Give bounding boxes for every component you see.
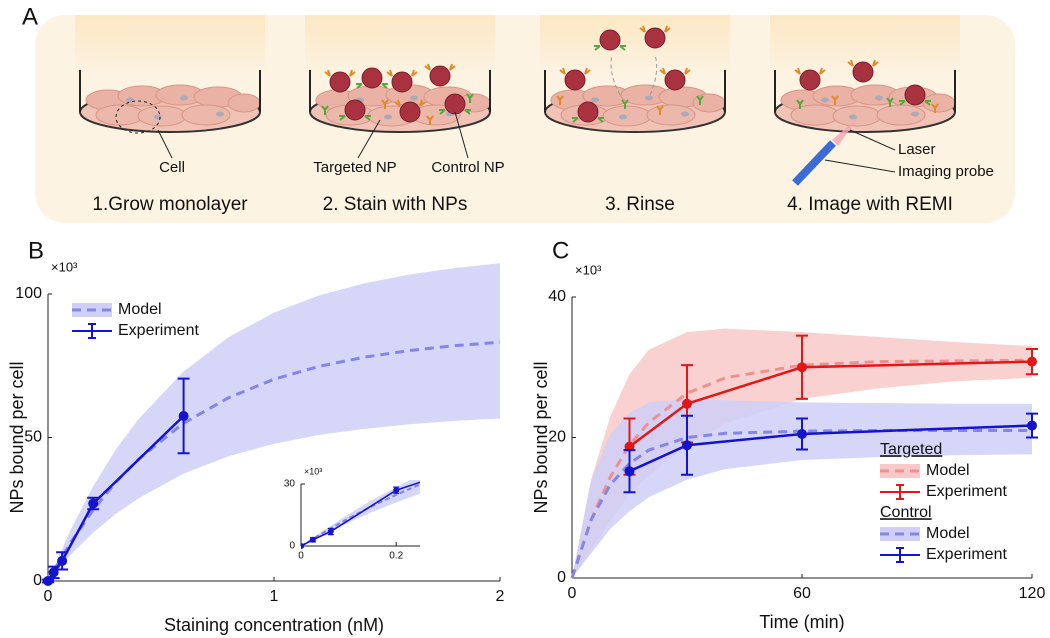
y-tick-label: 30 bbox=[284, 479, 296, 490]
legend-errorbar bbox=[72, 323, 112, 339]
data-point bbox=[624, 441, 635, 452]
y-tick-label: 50 bbox=[24, 429, 42, 446]
y-tick-label: 0 bbox=[289, 541, 295, 552]
annotation: Cell bbox=[159, 159, 185, 176]
legend-label: Model bbox=[926, 525, 970, 542]
data-point bbox=[178, 410, 189, 421]
data-point bbox=[327, 528, 334, 535]
leader bbox=[454, 111, 469, 159]
legend-group-title: Control bbox=[880, 504, 932, 521]
data-point bbox=[797, 428, 807, 439]
leader bbox=[357, 119, 381, 159]
y-tick-label: 0 bbox=[33, 572, 42, 589]
schematic: A Cell Targeted NP Control NP Laser Imag… bbox=[22, 3, 1015, 223]
leader bbox=[157, 129, 173, 159]
annotation: Laser bbox=[898, 141, 936, 158]
y-tick-label: 0 bbox=[557, 569, 566, 586]
model-line bbox=[570, 358, 1033, 579]
x-tick-label: 120 bbox=[1019, 585, 1046, 602]
data-point bbox=[88, 498, 99, 509]
x-tick-label: 2 bbox=[496, 588, 505, 605]
data-point bbox=[57, 555, 68, 566]
cell-outline bbox=[115, 100, 161, 134]
legend-label: Experiment bbox=[926, 483, 1007, 500]
annotation: Control NP bbox=[431, 159, 504, 176]
annotation: Targeted NP bbox=[313, 159, 396, 176]
legend-label: Model bbox=[118, 301, 162, 318]
data-point bbox=[309, 536, 316, 543]
legend-label: Experiment bbox=[926, 546, 1007, 563]
legend-group-title: Targeted bbox=[880, 441, 942, 458]
step-caption: 3. Rinse bbox=[605, 194, 675, 215]
leader bbox=[849, 129, 896, 151]
model-line bbox=[46, 340, 501, 582]
y-tick-label: 40 bbox=[548, 288, 566, 305]
data-point bbox=[393, 487, 400, 494]
axis-multiplier: ×10³ bbox=[304, 466, 322, 476]
data-point bbox=[301, 543, 304, 549]
x-axis-label: Staining concentration (nM) bbox=[164, 615, 384, 635]
error-bar bbox=[584, 400, 590, 454]
x-tick-label: 1 bbox=[270, 588, 279, 605]
data-point bbox=[797, 362, 807, 373]
rinse-arrows bbox=[610, 54, 658, 96]
x-tick-label: 0.2 bbox=[389, 551, 403, 562]
y-axis-label: NPs bound per cell bbox=[531, 361, 551, 513]
legend-label: Model bbox=[926, 462, 970, 479]
data-point bbox=[1027, 420, 1037, 431]
step-caption: 1.Grow monolayer bbox=[92, 194, 248, 215]
laser bbox=[832, 118, 858, 146]
legend-errorbar bbox=[880, 547, 920, 563]
well bbox=[74, 14, 266, 133]
legend-errorbar bbox=[880, 484, 920, 500]
x-tick-label: 0 bbox=[568, 585, 577, 602]
axis-multiplier: ×10³ bbox=[51, 259, 78, 274]
axis-multiplier: ×10³ bbox=[575, 262, 602, 277]
y-tick-label: 100 bbox=[15, 285, 42, 302]
panel-label: B bbox=[28, 237, 44, 264]
plot-area bbox=[301, 400, 590, 549]
y-tick-label: 20 bbox=[548, 429, 566, 446]
x-tick-label: 0 bbox=[298, 551, 304, 562]
panel-label: A bbox=[22, 3, 38, 30]
imaging-probe bbox=[792, 140, 836, 186]
x-tick-label: 0 bbox=[44, 588, 53, 605]
step-caption: 4. Image with REMI bbox=[787, 194, 953, 215]
data-point bbox=[584, 424, 590, 430]
leader bbox=[824, 159, 896, 173]
legend-label: Experiment bbox=[118, 322, 199, 339]
confidence-band bbox=[48, 263, 500, 581]
y-axis-label: NPs bound per cell bbox=[7, 361, 27, 513]
step-caption: 2. Stain with NPs bbox=[323, 194, 468, 215]
data-point bbox=[682, 440, 692, 451]
panel-label: C bbox=[552, 237, 569, 264]
experiment-line bbox=[628, 424, 1033, 473]
x-tick-label: 60 bbox=[793, 585, 811, 602]
annotation: Imaging probe bbox=[898, 163, 994, 180]
x-axis-label: Time (min) bbox=[759, 612, 844, 632]
data-point bbox=[1027, 356, 1037, 367]
data-point bbox=[682, 398, 692, 409]
data-point bbox=[624, 466, 635, 477]
experiment-line bbox=[628, 360, 1033, 448]
